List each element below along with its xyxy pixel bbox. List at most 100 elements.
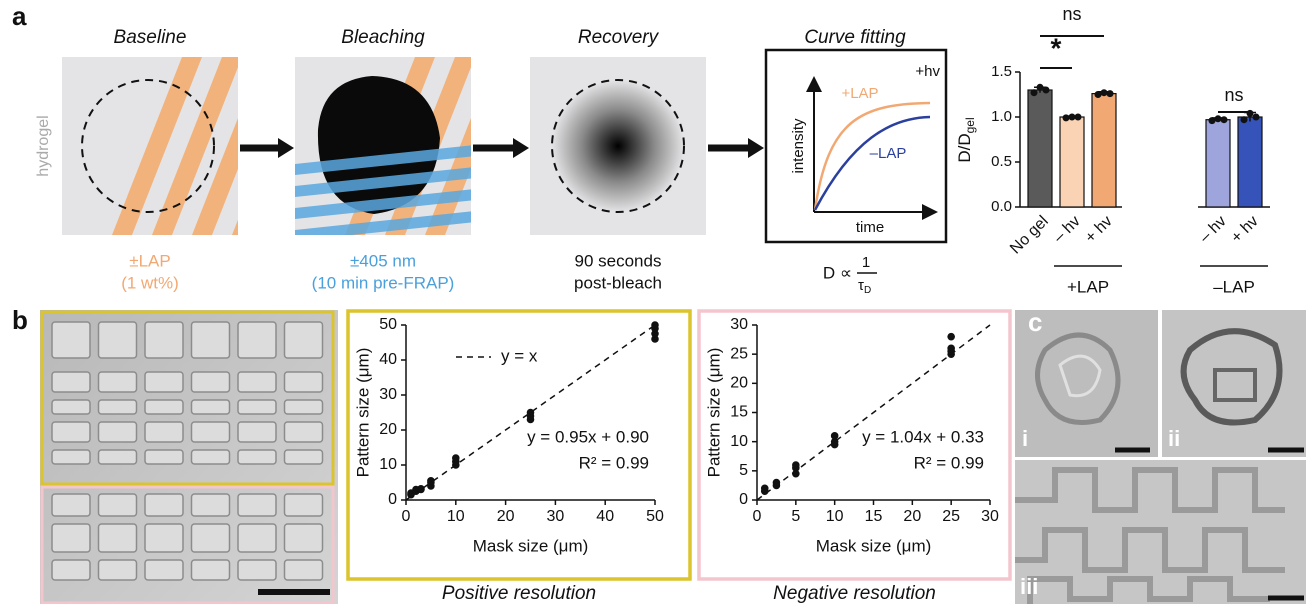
x-tick-label: 30 xyxy=(981,508,999,525)
axis-label: intensity xyxy=(790,118,807,174)
step-title: Baseline xyxy=(114,27,187,48)
data-point xyxy=(1037,84,1044,91)
x-tick-label: 50 xyxy=(646,508,664,525)
group-label: –LAP xyxy=(1213,277,1255,296)
pattern-well xyxy=(238,400,276,414)
pattern-well xyxy=(285,322,323,358)
pattern-well xyxy=(52,450,90,464)
reference-line xyxy=(757,325,990,500)
pattern-well xyxy=(99,372,137,392)
data-point xyxy=(1043,87,1050,94)
pattern-well xyxy=(99,322,137,358)
data-point xyxy=(1241,116,1248,123)
y-axis-label: D/Dgel xyxy=(955,117,977,162)
denominator-sub: D xyxy=(864,285,871,296)
pattern-well xyxy=(145,400,183,414)
x-tick-label: 5 xyxy=(791,508,800,525)
step-title: Recovery xyxy=(578,27,660,48)
step-caption: 90 seconds xyxy=(575,251,662,270)
bar xyxy=(1238,117,1262,207)
pattern-well xyxy=(238,422,276,442)
data-point xyxy=(651,321,659,329)
panel-label: a xyxy=(12,1,27,31)
pattern-well xyxy=(99,400,137,414)
pattern-well xyxy=(99,450,137,464)
data-point xyxy=(1069,114,1076,121)
data-point xyxy=(1095,91,1102,98)
bar xyxy=(1028,90,1052,207)
pattern-well xyxy=(145,422,183,442)
x-tick-label: – hv xyxy=(1196,213,1229,246)
pattern-well xyxy=(99,422,137,442)
x-tick-label: – hv xyxy=(1050,213,1083,246)
side-label: hydrogel xyxy=(35,115,52,176)
pattern-well xyxy=(192,422,230,442)
x-tick-label: 0 xyxy=(402,508,411,525)
pattern-well xyxy=(238,322,276,358)
data-point xyxy=(1253,114,1260,121)
data-point xyxy=(947,333,955,341)
pattern-well xyxy=(52,400,90,414)
curve-label: +LAP xyxy=(841,85,878,102)
pattern-well xyxy=(285,560,323,580)
data-point xyxy=(1215,115,1222,122)
y-axis-label: Pattern size (μm) xyxy=(704,348,723,478)
pattern-well xyxy=(145,560,183,580)
data-point xyxy=(527,409,535,417)
x-axis-label: Mask size (μm) xyxy=(816,536,932,555)
y-axis-label-main: D/D xyxy=(955,133,974,162)
x-tick-label: 30 xyxy=(547,508,565,525)
panel-label: c xyxy=(1028,307,1042,337)
pattern-well xyxy=(192,450,230,464)
y-tick-label: 0 xyxy=(739,491,748,508)
pattern-well xyxy=(192,524,230,552)
pattern-well xyxy=(52,524,90,552)
x-tick-label: 20 xyxy=(497,508,515,525)
x-tick-label: 10 xyxy=(447,508,465,525)
pattern-well xyxy=(99,560,137,580)
pattern-well xyxy=(238,560,276,580)
pattern-well xyxy=(285,400,323,414)
x-tick-label: + hv xyxy=(1228,213,1262,247)
significance-label: ns xyxy=(1062,4,1081,24)
data-point xyxy=(947,345,955,353)
pattern-well xyxy=(52,494,90,516)
formula-numerator: 1 xyxy=(862,254,870,271)
x-tick-label: 20 xyxy=(903,508,921,525)
y-tick-label: 25 xyxy=(730,345,748,362)
pattern-well xyxy=(145,322,183,358)
pattern-well xyxy=(99,524,137,552)
x-tick-label: 0 xyxy=(753,508,762,525)
data-point xyxy=(773,479,781,487)
x-axis-label: Mask size (μm) xyxy=(473,536,589,555)
data-point xyxy=(452,454,460,462)
data-point xyxy=(1107,90,1114,97)
chart-caption: Negative resolution xyxy=(773,583,936,604)
annotation: y = 1.04x + 0.33 xyxy=(862,427,984,446)
significance-label: * xyxy=(1051,32,1062,63)
y-tick-label: 50 xyxy=(379,316,397,333)
y-tick-label: 20 xyxy=(730,375,748,392)
pattern-well xyxy=(145,524,183,552)
x-tick-label: 40 xyxy=(596,508,614,525)
panel-label: b xyxy=(12,305,28,335)
y-tick-label: 30 xyxy=(730,316,748,333)
pattern-well xyxy=(285,450,323,464)
data-point xyxy=(1247,110,1254,117)
data-point xyxy=(1221,116,1228,123)
inset-label: iii xyxy=(1020,574,1038,599)
annotation: R² = 0.99 xyxy=(914,453,984,472)
pattern-well xyxy=(52,560,90,580)
y-tick-label: 0.0 xyxy=(991,198,1012,215)
pattern-well xyxy=(285,494,323,516)
legend-label: y = x xyxy=(501,346,538,365)
y-tick-label: 20 xyxy=(379,421,397,438)
bar xyxy=(1060,117,1084,207)
pattern-well xyxy=(285,422,323,442)
data-point xyxy=(1101,89,1108,96)
x-tick-label: No gel xyxy=(1007,213,1052,258)
y-axis-label: Pattern size (μm) xyxy=(353,348,372,478)
x-tick-label: + hv xyxy=(1082,213,1116,247)
data-point xyxy=(1075,114,1082,121)
y-tick-label: 10 xyxy=(730,433,748,450)
